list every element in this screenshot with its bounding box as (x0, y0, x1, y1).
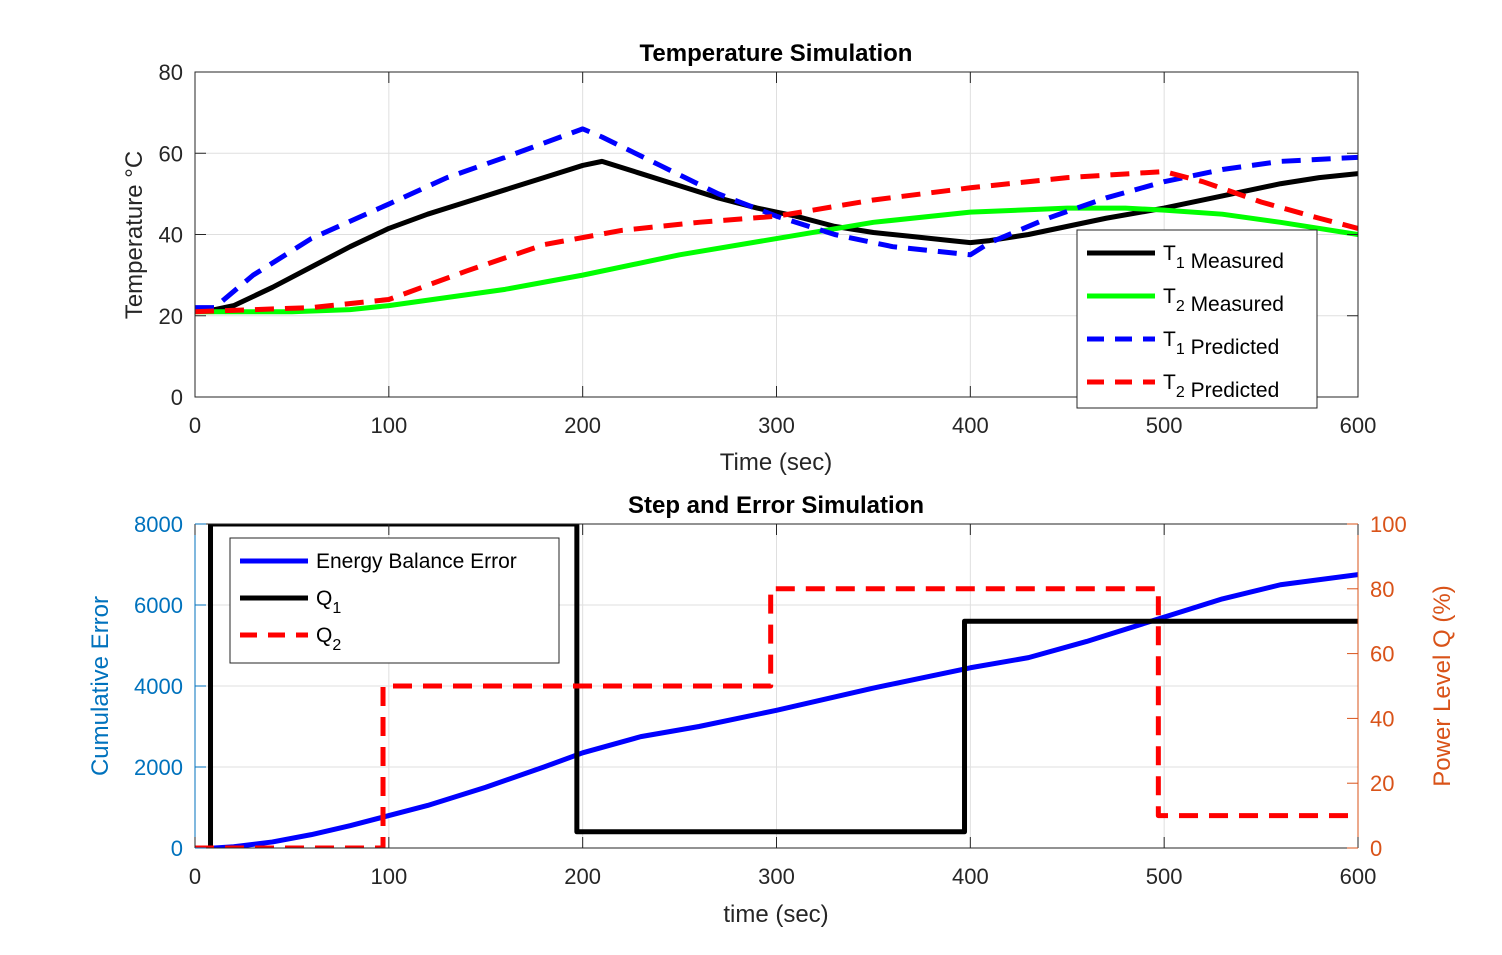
step-error-chart-title: Step and Error Simulation (628, 492, 924, 519)
series-line-1 (195, 205, 1358, 315)
temperature-chart-title: Temperature Simulation (640, 40, 913, 67)
x-tick-label: 600 (1340, 413, 1377, 438)
legend-label-0: T1 Measured (1163, 242, 1284, 273)
x-tick-label: 200 (564, 413, 601, 438)
y-tick-label: 80 (159, 60, 183, 85)
right-y-tick-label: 60 (1370, 642, 1394, 667)
x-tick-label: 400 (952, 864, 989, 889)
x-tick-label: 200 (564, 864, 601, 889)
step-error-chart: 0 100 200 300 400 500 600020004000600080000204… (87, 492, 1456, 928)
step-error-legend: Energy Balance Error Q1 Q2 (229, 537, 560, 664)
series-line-3 (195, 169, 1358, 315)
legend-label-1: T2 Measured (1163, 285, 1284, 316)
cumulative-error-axis-label: Cumulative Error (87, 596, 114, 776)
x-tick-label: 500 (1146, 864, 1183, 889)
x-tick-label: 400 (952, 413, 989, 438)
y-tick-label: 40 (159, 223, 183, 248)
power-level-axis-label: Power Level Q (%) (1429, 585, 1456, 786)
x-tick-label: 100 (370, 864, 407, 889)
x-tick-label: 300 (758, 413, 795, 438)
right-y-tick-label: 0 (1370, 836, 1382, 861)
right-y-tick-label: 20 (1370, 771, 1394, 796)
y-tick-label: 20 (159, 304, 183, 329)
legend-label-2: Q2 (316, 624, 341, 654)
temperature-legend-box (1076, 229, 1318, 409)
x-tick-label: 100 (370, 413, 407, 438)
temperature-legend: T1 Measured T2 Measured T1 Predicted T2 Pre… (1076, 229, 1318, 409)
temperature-series-group (195, 126, 1358, 315)
legend-label-1: Q1 (316, 587, 341, 617)
legend-label-3: T2 Predicted (1163, 371, 1279, 402)
y-tick-label: 0 (171, 385, 183, 410)
left-y-tick-label: 8000 (134, 512, 183, 537)
legend-label-0: Energy Balance Error (316, 550, 517, 573)
right-y-tick-label: 80 (1370, 577, 1394, 602)
x-tick-label: 0 (189, 413, 201, 438)
x-tick-label: 600 (1340, 864, 1377, 889)
temperature-y-axis-label: Temperature °C (121, 151, 148, 319)
step-error-ticks: 0 100 200 300 400 500 600020004000600080000204… (134, 512, 1407, 889)
legend-label-2: T1 Predicted (1163, 328, 1279, 359)
temperature-x-axis-label: Time (sec) (720, 449, 832, 476)
step-error-x-axis-label: time (sec) (723, 901, 828, 928)
series-line-2 (195, 126, 1358, 311)
left-y-tick-label: 6000 (134, 593, 183, 618)
x-tick-label: 300 (758, 864, 795, 889)
x-tick-label: 0 (189, 864, 201, 889)
x-tick-label: 500 (1146, 413, 1183, 438)
temperature-chart: 0 100 200 300 400 500 600 0 20 40 60 80 Temperature… (121, 40, 1376, 476)
left-y-tick-label: 2000 (134, 755, 183, 780)
series-line-0 (195, 572, 1358, 848)
right-y-tick-label: 100 (1370, 512, 1407, 537)
right-y-tick-label: 40 (1370, 706, 1394, 731)
step-error-series-group (195, 524, 1358, 848)
y-tick-label: 60 (159, 141, 183, 166)
temperature-ticks: 0 100 200 300 400 500 600 0 20 40 60 80 (159, 60, 1377, 438)
left-y-tick-label: 0 (171, 836, 183, 861)
series-line-1 (195, 524, 1358, 848)
series-line-2 (195, 586, 1358, 848)
left-y-tick-label: 4000 (134, 674, 183, 699)
